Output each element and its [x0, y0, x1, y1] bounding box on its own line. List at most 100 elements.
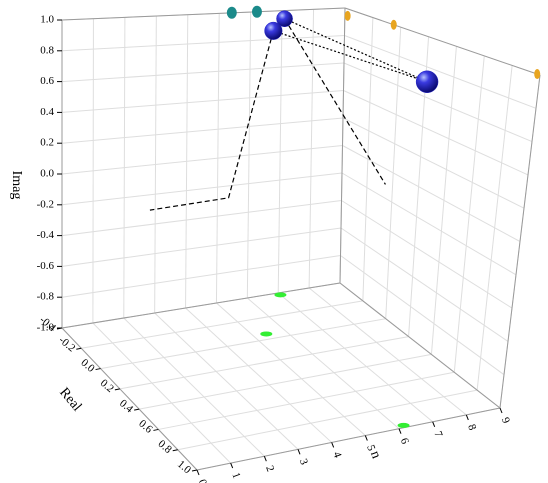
grid-line: [342, 145, 521, 242]
grid-line: [341, 200, 513, 309]
grid-line: [61, 35, 345, 52]
grid-line: [61, 255, 341, 298]
x-tick-label: 7: [431, 430, 444, 440]
z-tick-label: -1.0: [37, 322, 55, 334]
floor-projection: [274, 292, 287, 298]
grid-line: [277, 10, 283, 294]
z-tick-label: 1.0: [40, 14, 54, 26]
axis-edge: [61, 282, 341, 329]
tick-mark: [95, 368, 101, 371]
grid-line: [158, 371, 455, 430]
grid-line: [119, 336, 409, 390]
z-tick-label: -0.4: [37, 229, 55, 241]
side-projection: [344, 10, 351, 21]
axis-edge: [344, 7, 541, 76]
tick-mark: [191, 469, 198, 472]
x-axis-title: n: [367, 449, 383, 461]
tick-mark: [230, 462, 234, 469]
axis-edge: [61, 327, 198, 471]
side-projection: [390, 19, 397, 30]
tick-mark: [331, 442, 335, 448]
back-projection: [251, 5, 262, 18]
x-tick-label: 8: [465, 423, 478, 433]
point: [264, 21, 283, 40]
point: [415, 70, 439, 93]
grid-line: [123, 317, 265, 457]
grid-line: [61, 90, 344, 113]
x-tick-label: 3: [297, 457, 310, 467]
axis-edge: [196, 407, 501, 471]
tick-mark: [114, 388, 120, 391]
z-tick-label: -0.6: [37, 260, 55, 272]
tick-mark: [56, 327, 63, 330]
grid-line: [61, 200, 342, 237]
y-tick-label: 0.4: [117, 397, 136, 415]
floor-projection: [397, 422, 410, 428]
connector-line: [284, 18, 428, 83]
grid-line: [185, 14, 189, 309]
tick-mark: [432, 421, 436, 427]
grid-line: [154, 15, 157, 314]
grid-line: [100, 318, 386, 370]
grid-line: [139, 353, 432, 410]
grid-line: [92, 322, 232, 464]
grid-line: [341, 172, 517, 276]
z-axis-title: Imag: [9, 171, 24, 200]
side-projection: [534, 69, 541, 80]
tick-mark: [134, 408, 140, 411]
tick-mark: [297, 449, 301, 455]
grid-line: [362, 17, 374, 301]
y-tick-label: 0.0: [78, 357, 97, 375]
x-tick-label: 0: [196, 478, 209, 483]
grid-line: [308, 287, 467, 416]
axis-edge: [339, 282, 501, 409]
y-tick-label: 0.6: [136, 418, 155, 436]
z-tick-label: 0.4: [40, 106, 54, 118]
axis-edge: [339, 7, 346, 284]
z-tick-label: 0.8: [40, 44, 54, 56]
z-tick-label: -0.2: [37, 198, 54, 210]
x-tick-label: 5: [364, 443, 377, 453]
grid-line: [340, 255, 505, 376]
x-tick-label: 6: [398, 436, 411, 446]
grid-line: [61, 172, 343, 206]
grid-line: [430, 46, 457, 355]
z-tick-label: -0.8: [37, 291, 55, 303]
grid-line: [185, 307, 333, 443]
y-axis-title: Real: [56, 385, 84, 414]
tick-mark: [196, 469, 200, 476]
grid-line: [385, 27, 402, 319]
grid-line: [277, 292, 433, 423]
tick-mark: [465, 414, 469, 421]
tick-mark: [263, 456, 267, 462]
axis-edge: [61, 7, 346, 21]
back-projection: [226, 6, 237, 19]
grid-line: [177, 389, 478, 451]
connector-line: [284, 18, 386, 185]
grid-line: [81, 300, 363, 349]
grid-line: [216, 302, 366, 436]
axis-edge: [499, 74, 541, 409]
grid-line: [61, 145, 343, 175]
tick-mark: [153, 428, 159, 431]
grid-line: [246, 11, 252, 299]
y-tick-label: 1.0: [175, 458, 194, 476]
grid-line: [343, 90, 529, 176]
grid-line: [342, 117, 525, 209]
grid-line: [61, 62, 345, 83]
tick-mark: [172, 449, 178, 452]
x-tick-label: 1: [229, 471, 242, 480]
grid-line: [123, 17, 126, 319]
z-tick-label: 0.2: [40, 137, 54, 149]
connector-line: [149, 30, 274, 211]
grid-line: [344, 35, 537, 109]
connector-line: [273, 30, 428, 83]
x-tick-label: 4: [330, 450, 343, 460]
tick-mark: [499, 407, 503, 414]
grid-line: [61, 117, 344, 144]
z-tick-label: 0.0: [40, 168, 54, 180]
y-tick-label: -0.2: [56, 334, 77, 354]
point: [276, 10, 293, 28]
x-tick-label: 9: [499, 416, 512, 426]
